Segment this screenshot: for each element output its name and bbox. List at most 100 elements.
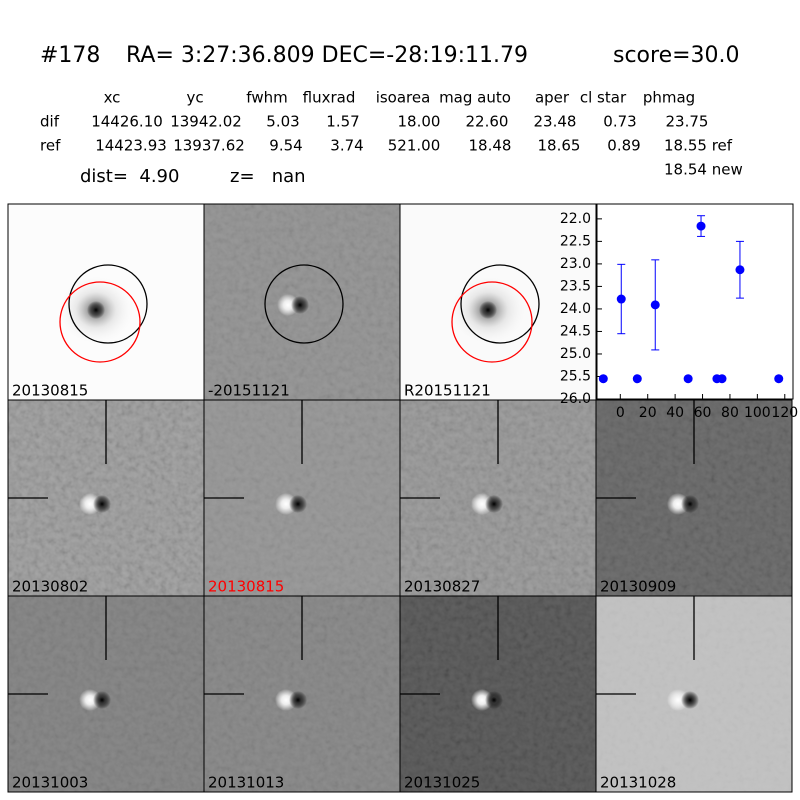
stamp-panel: 20130802 xyxy=(7,399,205,597)
aperture-ref xyxy=(59,281,141,363)
cell: 18.00 xyxy=(398,113,441,131)
x-tick-label: 60 xyxy=(694,405,712,421)
stamp-label: 20130815 xyxy=(12,382,88,400)
plot-area xyxy=(596,203,794,400)
y-tick-label: 22.5 xyxy=(560,233,591,249)
x-tick-label: 80 xyxy=(721,405,739,421)
title-coords: RA= 3:27:36.809 DEC=-28:19:11.79 xyxy=(126,43,528,68)
stamp-label: 20130827 xyxy=(404,578,480,596)
stamp-label: 20130909 xyxy=(600,578,676,596)
cell: 0.73 xyxy=(603,113,636,131)
title-score: score=30.0 xyxy=(613,43,740,68)
cell: 1.57 xyxy=(326,113,359,131)
y-tick-label: 23.5 xyxy=(560,278,591,294)
cell: 521.00 xyxy=(388,137,441,155)
dipole-dark xyxy=(681,495,699,513)
cell: 5.03 xyxy=(266,113,299,131)
stamp-label: 20131028 xyxy=(600,774,676,792)
title-id: #178 xyxy=(40,43,100,68)
stamp-label: 20131003 xyxy=(12,774,88,792)
stamp-panel: 20130815 xyxy=(203,399,401,597)
stamp-label: 20130802 xyxy=(12,578,88,596)
column-header: isoarea xyxy=(376,89,431,107)
point xyxy=(717,374,727,384)
stamp-border xyxy=(595,595,793,793)
point xyxy=(650,300,660,310)
y-tick-label: 25.5 xyxy=(560,368,591,384)
stamp-panel: 20130909 xyxy=(595,399,793,597)
source-core xyxy=(479,301,497,319)
stamp-panel: 20130815 xyxy=(7,203,205,401)
point xyxy=(735,265,745,275)
point xyxy=(696,221,706,231)
column-header: yc xyxy=(186,89,203,107)
row-label: ref xyxy=(40,137,61,155)
stamp-label: 20131025 xyxy=(404,774,480,792)
row-label: dif xyxy=(40,113,60,131)
cell: 23.48 xyxy=(534,113,577,131)
point xyxy=(683,374,693,384)
x-tick-label: 0 xyxy=(616,405,625,421)
x-tick-label: 120 xyxy=(771,405,798,421)
source-core xyxy=(87,301,105,319)
point xyxy=(598,374,608,384)
x-tick-label: 100 xyxy=(744,405,771,421)
column-header: fwhm xyxy=(246,89,287,107)
y-tick-label: 24.5 xyxy=(560,323,591,339)
cell: 14426.10 xyxy=(91,113,163,131)
stamp-label: R20151121 xyxy=(404,382,491,400)
aperture xyxy=(460,264,540,344)
cell: 13942.02 xyxy=(170,113,242,131)
stamp-label: 20131013 xyxy=(208,774,284,792)
point xyxy=(774,374,784,384)
cell: 9.54 xyxy=(269,137,302,155)
stamp-label: 20130815 xyxy=(208,578,284,596)
dipole-dark xyxy=(289,691,307,709)
stamp-panel: 20131028 xyxy=(595,595,793,793)
stamp-panel: 20131025 xyxy=(399,595,597,793)
y-tick-label: 22.0 xyxy=(560,211,591,227)
aperture-ref xyxy=(451,281,533,363)
point xyxy=(632,374,642,384)
column-header: xc xyxy=(104,89,121,107)
cell: 3.74 xyxy=(330,137,363,155)
y-tick-label: 26.0 xyxy=(560,391,591,407)
column-header: cl star xyxy=(580,89,627,107)
column-header: aper xyxy=(535,89,570,107)
dist: dist= 4.90 xyxy=(80,166,179,187)
stamp-panel: 20131013 xyxy=(203,595,401,793)
x-tick-label: 40 xyxy=(666,405,684,421)
cell: 0.89 xyxy=(607,137,640,155)
cell: 13937.62 xyxy=(173,137,245,155)
aperture xyxy=(68,264,148,344)
cell: 18.55 ref xyxy=(664,137,733,155)
stamp-panel: 20130827 xyxy=(399,399,597,597)
point xyxy=(616,294,626,304)
cell: 14423.93 xyxy=(95,137,167,155)
dipole-dark xyxy=(289,495,307,513)
cell: 18.65 xyxy=(538,137,581,155)
cell: 22.60 xyxy=(466,113,509,131)
x-tick-label: 20 xyxy=(639,405,657,421)
phmag-new: 18.54 new xyxy=(664,161,743,179)
redshift: z= nan xyxy=(230,166,306,187)
cell: 18.48 xyxy=(469,137,512,155)
y-tick-label: 23.0 xyxy=(560,256,591,272)
dipole-dark xyxy=(485,691,503,709)
column-header: phmag xyxy=(643,89,695,107)
cell: 23.75 xyxy=(666,113,709,131)
dipole-dark xyxy=(681,691,699,709)
column-header: mag auto xyxy=(439,89,511,107)
stamp-label: -20151121 xyxy=(208,382,290,400)
y-tick-label: 25.0 xyxy=(560,346,591,362)
stamp-panel: R20151121 xyxy=(399,203,597,401)
dipole-dark xyxy=(485,495,503,513)
stamp-panel: 20131003 xyxy=(7,595,205,793)
column-header: fluxrad xyxy=(303,89,356,107)
dipole-dark xyxy=(291,296,309,314)
aperture xyxy=(264,264,344,344)
dipole-dark xyxy=(93,691,111,709)
stamp-panel: -20151121 xyxy=(203,203,401,401)
y-tick-label: 24.0 xyxy=(560,301,591,317)
